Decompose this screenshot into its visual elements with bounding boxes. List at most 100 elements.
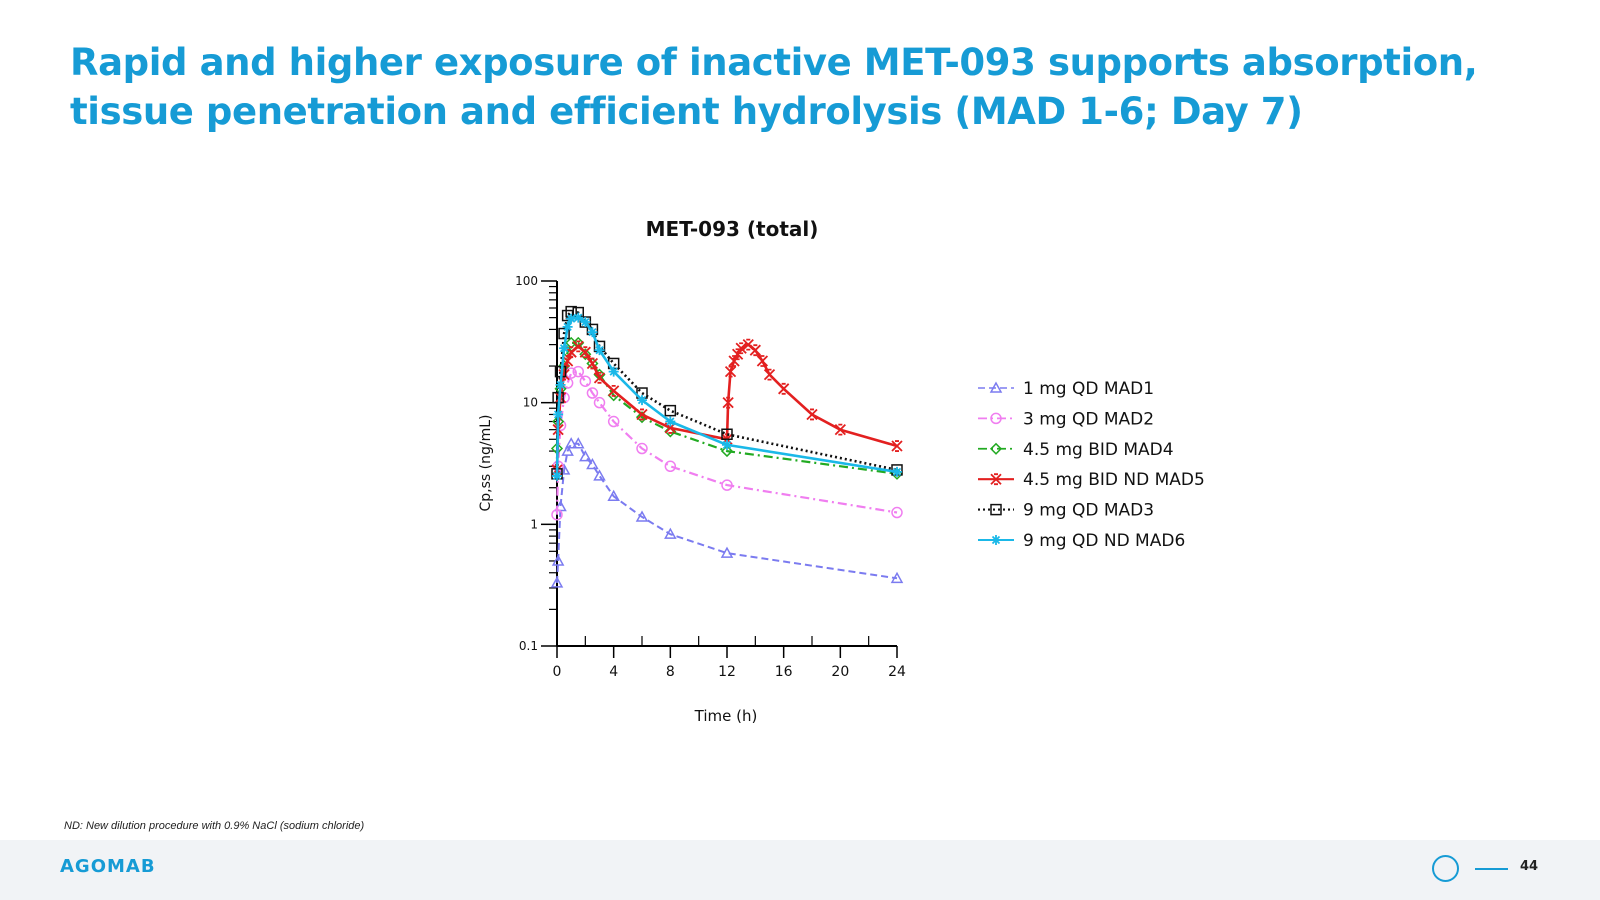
y-tick-label: 100 — [515, 274, 538, 288]
data-point-x — [728, 355, 740, 367]
legend-label: 1 mg QD MAD1 — [1023, 379, 1154, 399]
data-point-circle — [891, 506, 903, 519]
data-point-x — [756, 355, 769, 367]
page-number: 44 — [1520, 859, 1539, 874]
x-tick-label: 4 — [609, 664, 618, 680]
data-point-triangle — [586, 458, 599, 470]
x-tick-label: 24 — [888, 664, 906, 680]
data-point-x — [593, 371, 606, 384]
data-point-x — [749, 344, 761, 357]
data-point-x — [558, 368, 570, 381]
data-point-x — [586, 357, 599, 370]
data-point-star — [573, 312, 584, 323]
legend-marker-triangle — [989, 381, 1003, 393]
legend-marker-star — [991, 535, 1001, 545]
data-point-x — [572, 340, 584, 353]
slide-title: Rapid and higher exposure of inactive ME… — [70, 38, 1478, 136]
data-point-triangle — [607, 489, 620, 502]
data-point-x — [579, 346, 591, 359]
data-point-triangle — [564, 437, 578, 449]
agomab-logo: AGOMAB — [60, 856, 156, 877]
legend-item: 4.5 mg BID ND MAD5 — [978, 470, 1205, 490]
data-point-triangle — [551, 554, 565, 566]
data-point-circle — [721, 479, 733, 491]
data-point-circle — [664, 460, 677, 473]
data-point-triangle — [561, 444, 574, 456]
data-point-x — [778, 382, 790, 395]
data-point-x — [731, 348, 744, 361]
series-line — [555, 310, 898, 474]
data-point-star — [722, 439, 732, 450]
y-axis-label: Cp,ss (ng/mL) — [478, 415, 494, 512]
data-point-star — [580, 317, 591, 328]
x-axis-label: Time (h) — [694, 707, 758, 725]
footer-bar: AGOMAB 44 — [0, 840, 1600, 900]
x-tick-label: 0 — [553, 664, 562, 680]
data-point-x — [565, 346, 577, 359]
chart-title: MET-093 (total) — [646, 217, 819, 241]
legend-item: 9 mg QD ND MAD6 — [978, 531, 1185, 551]
data-point-square — [558, 327, 570, 340]
data-point-circle — [607, 415, 620, 428]
dash-icon — [1475, 868, 1508, 870]
series-5 — [551, 305, 903, 480]
data-point-star — [665, 416, 676, 427]
data-point-star — [552, 470, 562, 481]
legend-label: 4.5 mg BID MAD4 — [1023, 440, 1174, 460]
data-point-star — [637, 395, 647, 406]
data-point-x — [722, 396, 734, 409]
chart-axes: 0.1 1 10 100 0 4 8 12 16 20 24 — [515, 274, 906, 680]
y-tick-label: 1 — [530, 517, 538, 531]
data-point-x — [724, 365, 737, 378]
data-point-triangle — [720, 546, 734, 558]
data-point-circle — [572, 365, 584, 378]
circle-icon — [1432, 855, 1459, 882]
slide-title-line-2: tissue penetration and efficient hydroly… — [70, 90, 1303, 133]
data-point-triangle — [635, 510, 649, 522]
legend-marker-diamond — [989, 442, 1003, 455]
y-tick-label: 10 — [523, 396, 538, 410]
data-point-x — [834, 423, 846, 436]
data-point-triangle — [664, 527, 677, 539]
series-line — [555, 370, 898, 515]
data-point-star — [559, 343, 570, 354]
legend-marker-square — [990, 503, 1002, 516]
data-point-x — [561, 355, 574, 367]
chart-legend: 1 mg QD MAD1 3 mg QD MAD2 4.5 mg BID MAD4 4… — [978, 379, 1205, 551]
legend-label: 9 mg QD ND MAD6 — [1023, 531, 1185, 551]
legend-label: 9 mg QD MAD3 — [1023, 501, 1154, 521]
legend-label: 3 mg QD MAD2 — [1023, 409, 1154, 429]
series-line — [556, 442, 898, 583]
x-tick-label: 16 — [775, 664, 793, 680]
data-point-circle — [593, 396, 606, 409]
data-point-x — [891, 440, 903, 452]
data-point-x — [608, 384, 620, 397]
data-point-star — [553, 409, 564, 420]
pk-chart: MET-093 (total) Time (h) Cp,ss (ng/mL) 0… — [478, 217, 1205, 725]
data-point-x — [806, 408, 818, 421]
data-point-square — [664, 404, 677, 417]
x-tick-label: 8 — [666, 664, 675, 680]
data-point-square — [721, 428, 733, 441]
data-point-circle — [636, 442, 648, 455]
data-point-diamond — [720, 445, 734, 458]
slide-title-line-1: Rapid and higher exposure of inactive ME… — [70, 41, 1478, 84]
data-point-circle — [586, 387, 599, 399]
data-point-x — [636, 408, 648, 421]
legend-marker-circle — [990, 412, 1002, 425]
legend-item: 1 mg QD MAD1 — [978, 379, 1154, 399]
data-point-circle — [551, 508, 563, 521]
data-point-star — [892, 466, 902, 477]
data-point-diamond — [579, 348, 592, 361]
legend-item: 9 mg QD MAD3 — [978, 501, 1154, 521]
legend-item: 4.5 mg BID MAD4 — [978, 440, 1174, 460]
x-tick-label: 20 — [831, 664, 849, 680]
data-point-triangle — [890, 571, 904, 584]
data-point-star — [566, 313, 577, 324]
legend-label: 4.5 mg BID ND MAD5 — [1023, 470, 1205, 490]
y-tick-label: 0.1 — [519, 639, 538, 653]
data-point-triangle — [579, 450, 592, 462]
series-1 — [550, 437, 904, 588]
data-point-circle — [579, 375, 592, 387]
series-2 — [551, 365, 903, 521]
